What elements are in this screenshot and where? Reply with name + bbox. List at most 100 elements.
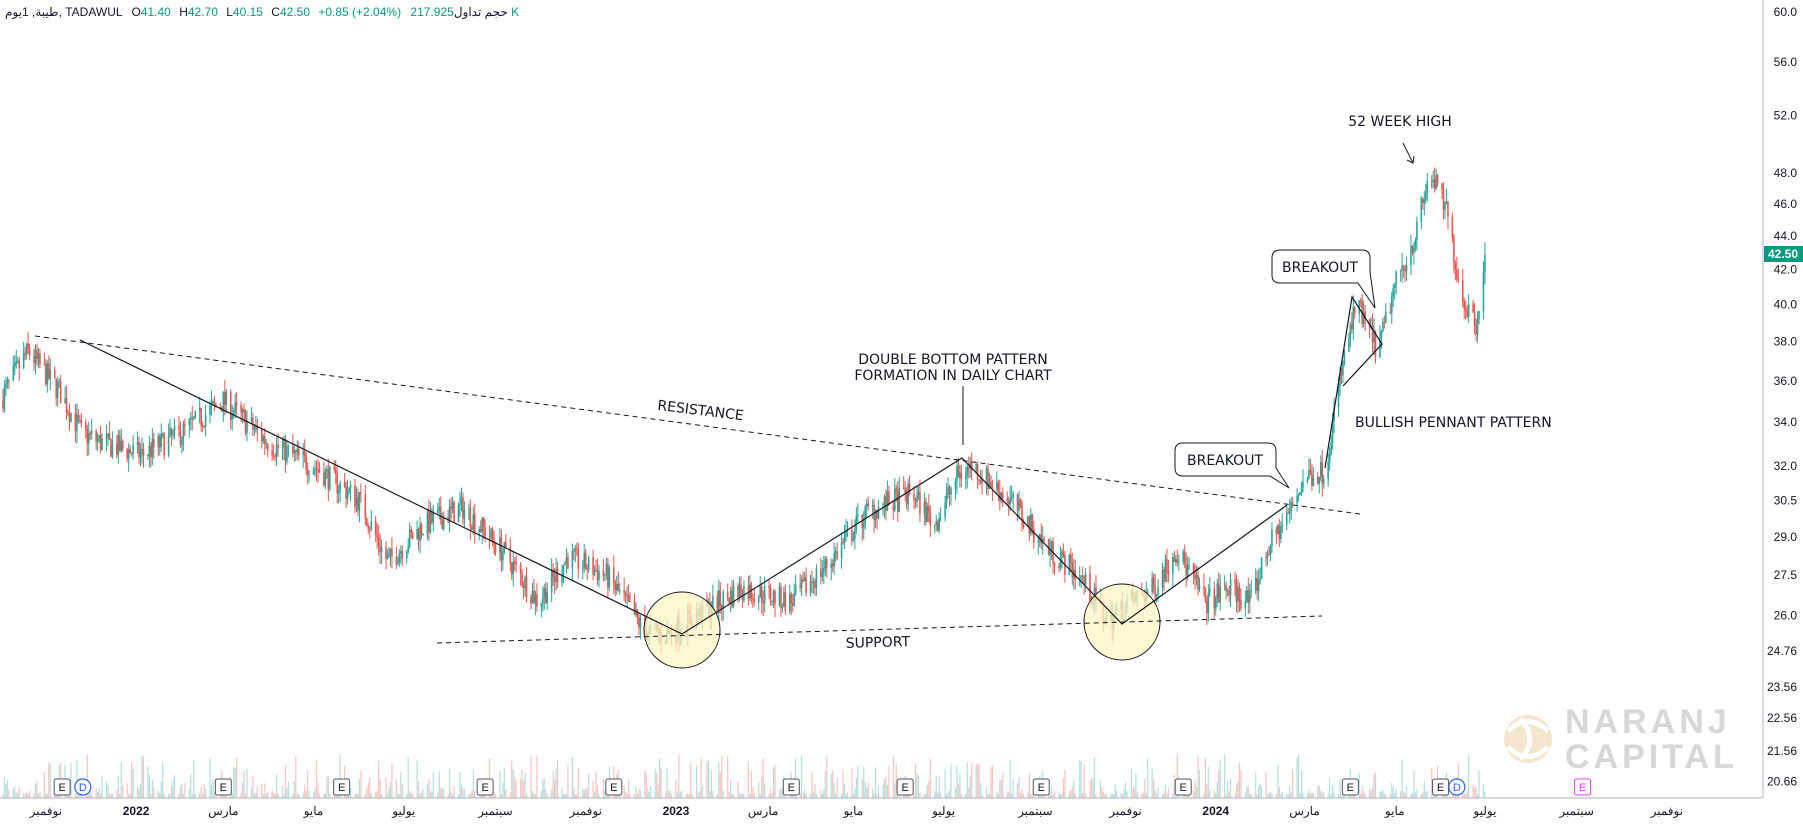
resistance-line	[34, 335, 1361, 515]
earnings-marker[interactable]: E	[214, 778, 232, 796]
candle-body	[333, 466, 336, 470]
dividend-marker[interactable]: D	[1448, 778, 1466, 796]
event-marker-label: E	[1437, 782, 1444, 794]
header-change: +0.85 (+2.04%)	[318, 5, 401, 19]
x-tick-label: مايو	[1384, 804, 1405, 818]
earnings-marker-shape	[1032, 778, 1050, 796]
x-tick-label: يوليو	[391, 804, 415, 818]
volume-bar	[561, 788, 563, 798]
candle-body	[48, 363, 50, 379]
earnings-marker[interactable]: E	[605, 778, 623, 796]
candle-body	[119, 435, 121, 451]
candle-body	[420, 524, 423, 534]
volume-bar	[367, 782, 369, 798]
candle-body	[874, 509, 877, 521]
volume-bar	[886, 785, 889, 798]
candle-body	[1296, 496, 1298, 504]
volume-bar	[679, 791, 681, 798]
candle-body	[857, 515, 859, 517]
volume-bar	[1000, 780, 1002, 798]
candle-body	[1084, 573, 1087, 585]
event-marker-label: E	[220, 782, 227, 794]
candle-body	[95, 430, 97, 442]
volume-bar	[867, 782, 869, 798]
volume-bar	[460, 784, 463, 798]
volume-bar	[718, 762, 720, 798]
earnings-marker[interactable]: E	[1574, 778, 1592, 796]
volume-bar	[204, 788, 207, 798]
x-tick-label: مارس	[1289, 804, 1320, 818]
volume-bar	[457, 793, 460, 798]
candle-body	[1173, 557, 1176, 563]
earnings-marker[interactable]: E	[1032, 778, 1050, 796]
candle-body	[1423, 199, 1426, 203]
volume-bar	[1192, 791, 1195, 798]
dividend-marker[interactable]: D	[74, 778, 92, 796]
pattern-drawings	[34, 142, 1415, 669]
candle-body	[1083, 576, 1085, 585]
candle-body	[260, 429, 263, 442]
volume-bar	[644, 769, 646, 798]
earnings-marker[interactable]: E	[896, 778, 914, 796]
volume-bar	[99, 793, 102, 798]
volume-bar	[1011, 793, 1013, 798]
candle-body	[1018, 499, 1020, 511]
candle-body	[438, 506, 441, 510]
volume-bar	[898, 793, 900, 798]
candle-body	[391, 548, 393, 557]
candle-body	[933, 525, 936, 527]
candle-body	[1280, 526, 1282, 539]
volume-bar	[304, 784, 306, 798]
candle-body	[969, 462, 972, 469]
candle-body	[178, 425, 180, 430]
volume-bar	[358, 779, 361, 798]
volume-bar	[835, 793, 837, 798]
volume-bar	[749, 793, 751, 798]
volume-bar	[863, 766, 865, 798]
double-bottom-label-2: FORMATION IN DAILY CHART	[854, 368, 1052, 384]
volume-bar	[1204, 757, 1207, 798]
candle-body	[948, 487, 951, 495]
volume-bar	[605, 793, 608, 798]
candle-body	[161, 433, 164, 435]
volume-bar	[292, 793, 294, 798]
volume-bar	[1195, 786, 1198, 798]
volume-bar	[1022, 793, 1025, 798]
volume-bar	[1033, 793, 1035, 798]
volume-bar	[830, 773, 832, 798]
volume-bar	[511, 761, 513, 798]
earnings-marker[interactable]: E	[333, 778, 351, 796]
candle-body	[1285, 512, 1288, 526]
volume-bar	[914, 764, 917, 798]
candle-body	[883, 496, 886, 506]
earnings-marker[interactable]: E	[1174, 778, 1192, 796]
candle-body	[521, 574, 523, 586]
volume-bar	[1441, 793, 1443, 798]
candle-body	[966, 467, 969, 476]
candle-body	[1402, 265, 1405, 267]
volume-bar	[701, 786, 704, 798]
earnings-marker[interactable]: E	[53, 778, 71, 796]
earnings-marker[interactable]: E	[476, 778, 494, 796]
volume-bar	[832, 770, 834, 798]
earnings-marker[interactable]: E	[1341, 778, 1359, 796]
volume-bar	[1197, 756, 1199, 798]
volume-bar	[388, 787, 390, 798]
earnings-marker[interactable]: E	[1432, 778, 1450, 796]
volume-bar	[543, 778, 545, 798]
volume-bar	[801, 755, 803, 798]
volume-bar	[1475, 786, 1477, 798]
candle-body	[515, 561, 517, 565]
volume-bar	[267, 791, 269, 798]
volume-bar	[1413, 770, 1415, 798]
y-tick-label: 40.0	[1774, 298, 1798, 312]
candle-body	[117, 435, 120, 455]
volume-bar	[525, 793, 528, 798]
candle-body	[895, 488, 898, 492]
volume-bar	[2, 793, 4, 798]
candle-body	[894, 488, 896, 511]
earnings-marker[interactable]: E	[782, 778, 800, 796]
candle-body	[312, 470, 315, 475]
candle-body	[524, 576, 526, 588]
